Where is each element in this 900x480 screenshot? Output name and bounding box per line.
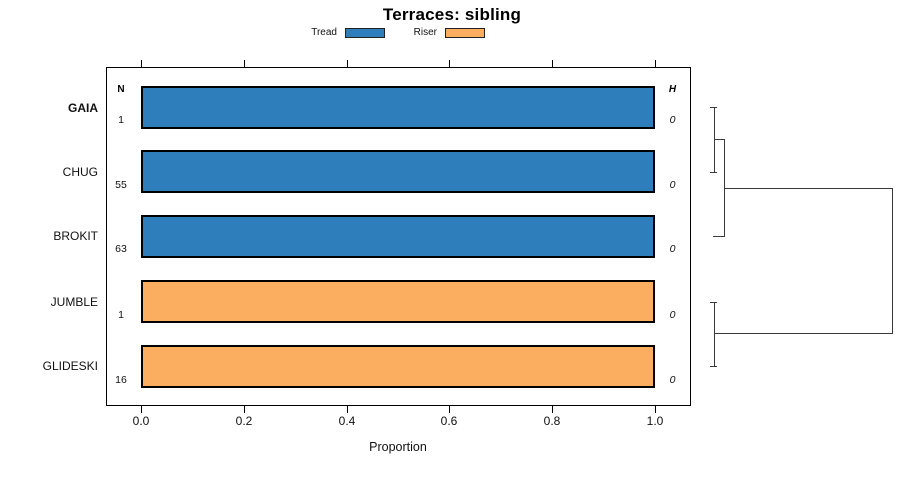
category-label-chug: CHUG — [62, 165, 98, 179]
top-tick-5 — [655, 60, 656, 67]
dendrogram-bracket-gaia-chug — [714, 107, 715, 173]
x-axis-title: Proportion — [369, 440, 427, 454]
bar-glideski — [141, 345, 655, 388]
legend-label-tread: Tread — [311, 27, 337, 38]
x-tick-label: 1.0 — [646, 414, 664, 428]
top-tick-2 — [347, 60, 348, 67]
n-value: 1 — [118, 114, 124, 126]
legend-swatch-tread — [345, 28, 385, 38]
bar-jumble — [141, 280, 655, 323]
h-value: 0 — [669, 243, 676, 255]
bottom-tick-4 — [552, 406, 553, 413]
n-value: 55 — [115, 179, 127, 191]
x-tick-label: 0.6 — [440, 414, 458, 428]
n-value: 1 — [118, 309, 124, 321]
dendrogram-connector-node1 — [714, 139, 724, 140]
x-tick-label: 0.2 — [235, 414, 253, 428]
category-label-jumble: JUMBLE — [50, 295, 98, 309]
bottom-tick-0 — [141, 406, 142, 413]
n-value: 63 — [115, 243, 127, 255]
dendrogram-branch-upper-cluster — [724, 188, 893, 189]
category-label-gaia: GAIA — [68, 101, 98, 115]
legend-swatch-riser — [445, 28, 485, 38]
dendrogram-bracket-jumble-glideski — [714, 302, 715, 367]
bottom-tick-3 — [449, 406, 450, 413]
bar-gaia — [141, 86, 655, 129]
bottom-tick-1 — [244, 406, 245, 413]
h-value: 0 — [669, 114, 676, 126]
n-column-header: N — [117, 84, 125, 95]
top-tick-3 — [449, 60, 450, 67]
top-tick-0 — [141, 60, 142, 67]
top-tick-1 — [244, 60, 245, 67]
dendrogram-leaf-cap-gaia — [710, 107, 717, 108]
dendrogram-leaf-cap-jumble — [710, 302, 717, 303]
category-label-brokit: BROKIT — [53, 229, 98, 243]
bottom-tick-2 — [347, 406, 348, 413]
legend-label-riser: Riser — [413, 27, 437, 38]
top-tick-4 — [552, 60, 553, 67]
dendrogram-leaf-cap-brokit — [713, 236, 724, 237]
category-label-glideski: GLIDESKI — [42, 359, 98, 373]
h-value: 0 — [669, 309, 676, 321]
bar-chug — [141, 150, 655, 193]
chart-title: Terraces: sibling — [382, 5, 522, 24]
bar-brokit — [141, 215, 655, 258]
h-value: 0 — [669, 374, 676, 386]
dendrogram-branch-lower-cluster — [714, 333, 893, 334]
bottom-tick-5 — [655, 406, 656, 413]
x-tick-label: 0.8 — [543, 414, 561, 428]
h-value: 0 — [669, 179, 676, 191]
dendrogram-root — [892, 188, 893, 334]
x-tick-label: 0.0 — [132, 414, 150, 428]
n-value: 16 — [115, 374, 127, 386]
dendrogram-leaf-cap-chug — [710, 172, 717, 173]
h-column-header: H — [668, 84, 677, 95]
dendrogram-leaf-cap-glideski — [710, 366, 717, 367]
x-tick-label: 0.4 — [338, 414, 356, 428]
